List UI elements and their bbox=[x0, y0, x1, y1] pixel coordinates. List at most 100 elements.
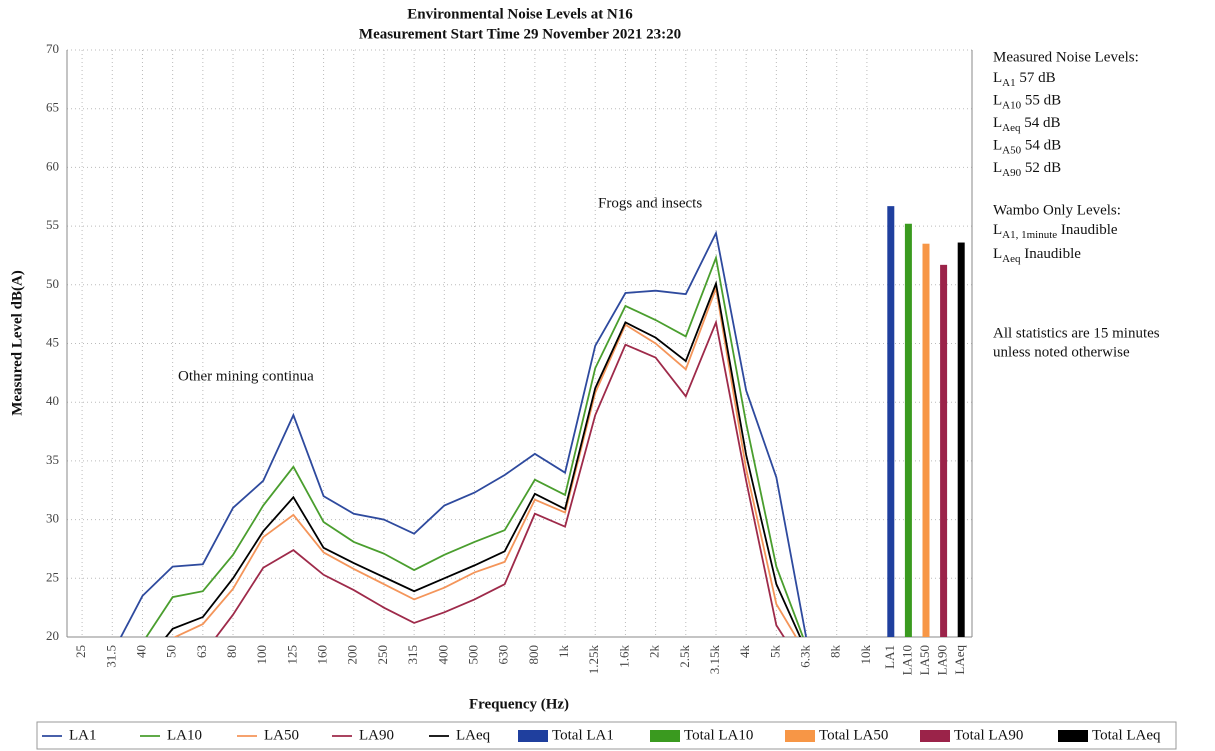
bar bbox=[904, 223, 912, 637]
x-tick-label: 1.25k bbox=[586, 645, 601, 675]
note-symbol: L bbox=[993, 138, 1002, 154]
note-symbol: L bbox=[993, 160, 1002, 176]
side-footnote: unless noted otherwise bbox=[993, 344, 1130, 360]
legend-swatch bbox=[1058, 730, 1088, 742]
legend-swatch bbox=[650, 730, 680, 742]
legend-label: LA90 bbox=[359, 727, 394, 743]
x-tick-label: LA50 bbox=[917, 645, 932, 675]
note-text: Inaudible bbox=[1024, 246, 1081, 262]
x-tick-label: 2.5k bbox=[677, 645, 692, 668]
legend-label: Total LA50 bbox=[819, 727, 888, 743]
note-subscript: Aeq bbox=[1002, 253, 1021, 265]
plot-area bbox=[119, 206, 965, 637]
y-tick-label: 45 bbox=[46, 334, 59, 349]
y-axis-label: Measured Level dB(A) bbox=[9, 270, 25, 416]
x-tick-label: 63 bbox=[194, 645, 209, 658]
x-tick-label: 250 bbox=[375, 645, 390, 665]
x-tick-label: 125 bbox=[284, 645, 299, 665]
side-note: LA50 54 dB bbox=[993, 138, 1061, 156]
legend-label: LA50 bbox=[264, 727, 299, 743]
annotation: Other mining continua bbox=[178, 368, 314, 384]
side-note: LAeq 54 dB bbox=[993, 115, 1061, 133]
x-tick-label: 1.6k bbox=[616, 645, 631, 668]
x-tick-label: 5k bbox=[767, 645, 782, 659]
x-tick-label: 800 bbox=[526, 645, 541, 665]
note-subscript: A1, 1minute bbox=[1002, 229, 1057, 241]
x-tick-label: 31.5 bbox=[103, 645, 118, 668]
legend-label: Total LA10 bbox=[684, 727, 753, 743]
x-tick-label: LA1 bbox=[882, 645, 897, 669]
legend-label: Total LA90 bbox=[954, 727, 1023, 743]
x-tick-label: LA10 bbox=[899, 645, 914, 675]
note-subscript: A10 bbox=[1002, 99, 1021, 111]
bar bbox=[922, 243, 930, 637]
x-tick-label: 200 bbox=[345, 645, 360, 665]
legend-swatch bbox=[518, 730, 548, 742]
y-tick-label: 60 bbox=[46, 158, 59, 173]
bar bbox=[957, 242, 965, 637]
x-tick-label: 500 bbox=[465, 645, 480, 665]
series-line bbox=[164, 280, 802, 637]
bar bbox=[940, 264, 948, 637]
y-tick-label: 40 bbox=[46, 393, 59, 408]
x-tick-label: LAeq bbox=[952, 645, 967, 675]
side-note: LAeq Inaudible bbox=[993, 246, 1081, 264]
series-line bbox=[215, 319, 785, 637]
side-heading: Wambo Only Levels: bbox=[993, 202, 1121, 218]
note-subscript: A90 bbox=[1002, 167, 1021, 179]
note-symbol: L bbox=[993, 93, 1002, 109]
note-text: 55 dB bbox=[1025, 93, 1061, 109]
legend-label: Total LA1 bbox=[552, 727, 614, 743]
x-tick-label: 6.3k bbox=[798, 645, 813, 668]
series-line bbox=[145, 254, 804, 637]
legend-swatch bbox=[785, 730, 815, 742]
note-symbol: L bbox=[993, 222, 1002, 238]
side-heading: Measured Noise Levels: bbox=[993, 49, 1139, 65]
side-note: LA90 52 dB bbox=[993, 160, 1061, 178]
x-tick-label: 160 bbox=[315, 645, 330, 665]
x-tick-label: 80 bbox=[224, 645, 239, 658]
series-line bbox=[119, 230, 808, 637]
x-tick-label: 315 bbox=[405, 645, 420, 665]
annotation: Frogs and insects bbox=[598, 195, 702, 211]
note-symbol: L bbox=[993, 70, 1002, 86]
y-tick-label: 65 bbox=[46, 100, 59, 115]
y-tick-label: 25 bbox=[46, 569, 59, 584]
x-tick-label: LA90 bbox=[935, 645, 950, 675]
note-text: 54 dB bbox=[1025, 138, 1061, 154]
side-note: LA1, 1minute Inaudible bbox=[993, 222, 1118, 240]
series-line bbox=[173, 284, 798, 637]
note-symbol: L bbox=[993, 115, 1002, 131]
note-subscript: A50 bbox=[1002, 144, 1021, 156]
x-tick-label: 40 bbox=[133, 645, 148, 658]
chart-title: Environmental Noise Levels at N16 bbox=[407, 6, 633, 22]
y-tick-label: 35 bbox=[46, 452, 59, 467]
legend-swatch bbox=[920, 730, 950, 742]
legend-label: LA1 bbox=[69, 727, 97, 743]
x-tick-label: 100 bbox=[254, 645, 269, 665]
x-axis-label: Frequency (Hz) bbox=[469, 696, 569, 712]
x-tick-label: 4k bbox=[737, 645, 752, 659]
x-tick-label: 3.15k bbox=[707, 645, 722, 675]
legend-box bbox=[36, 721, 1177, 750]
note-text: Inaudible bbox=[1061, 222, 1118, 238]
legend-label: Total LAeq bbox=[1092, 727, 1161, 743]
note-subscript: Aeq bbox=[1002, 122, 1021, 134]
y-tick-label: 50 bbox=[46, 276, 59, 291]
x-tick-label: 2k bbox=[647, 645, 662, 659]
x-tick-label: 25 bbox=[73, 645, 88, 658]
y-tick-label: 20 bbox=[46, 628, 59, 643]
x-tick-label: 50 bbox=[164, 645, 179, 658]
y-tick-label: 55 bbox=[46, 217, 59, 232]
note-text: 52 dB bbox=[1025, 160, 1061, 176]
x-tick-label: 1k bbox=[556, 645, 571, 659]
side-note: LA10 55 dB bbox=[993, 93, 1061, 111]
x-tick-label: 10k bbox=[858, 645, 873, 665]
note-text: 54 dB bbox=[1024, 115, 1060, 131]
chart-subtitle: Measurement Start Time 29 November 2021 … bbox=[359, 26, 681, 42]
bar bbox=[887, 206, 895, 637]
y-tick-label: 30 bbox=[46, 511, 59, 526]
side-footnote: All statistics are 15 minutes bbox=[993, 325, 1160, 341]
x-tick-label: 400 bbox=[435, 645, 450, 665]
